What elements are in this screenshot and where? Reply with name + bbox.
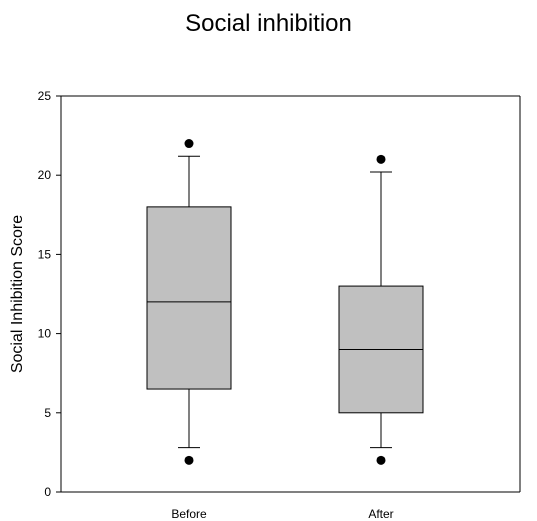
outlier-point [184,455,194,465]
y-tick-label: 20 [38,168,52,182]
x-category-labels: Before After [171,507,393,521]
chart-title: Social inhibition [185,10,352,37]
x-tick-label: After [368,507,393,521]
outlier-point [376,154,386,164]
y-tick-label: 15 [38,247,52,261]
y-tick-label: 5 [44,406,51,420]
x-tick-label: Before [171,507,207,521]
y-tick-label: 0 [44,485,51,499]
y-ticks: 0 5 10 15 20 25 [38,89,61,499]
boxes [146,139,424,465]
outlier-point [184,139,194,149]
box-group-after [338,154,424,465]
outlier-point [376,455,386,465]
axes: 0 5 10 15 20 25 [38,89,521,499]
box-iqr [146,206,232,390]
y-tick-label: 10 [38,327,52,341]
box-group-before [146,139,232,465]
y-axis-label: Social Inhibition Score [9,215,26,373]
y-tick-label: 25 [38,89,52,103]
